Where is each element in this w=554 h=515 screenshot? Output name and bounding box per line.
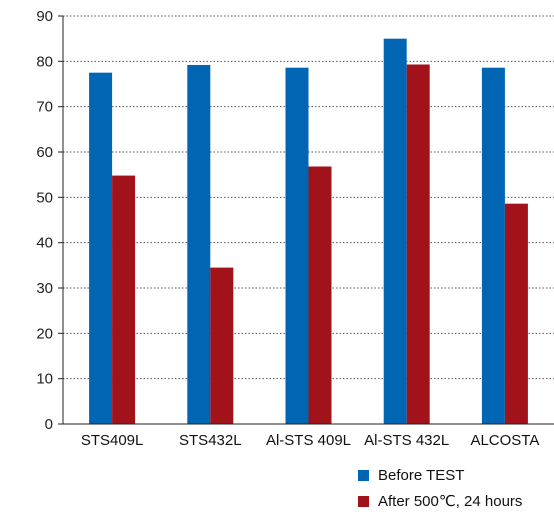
y-tick-label-10: 10 bbox=[36, 371, 53, 388]
axes bbox=[62, 16, 554, 425]
x-category-label-4: ALCOSTA bbox=[470, 432, 539, 449]
y-tick-label-40: 40 bbox=[36, 235, 53, 252]
bar-before-2 bbox=[285, 67, 309, 425]
y-tick-label-80: 80 bbox=[36, 53, 53, 70]
legend-label-after: After 500℃, 24 hours bbox=[378, 493, 523, 510]
bar-after-0 bbox=[112, 175, 136, 424]
y-tick-label-30: 30 bbox=[36, 280, 53, 297]
y-tick-label-60: 60 bbox=[36, 144, 53, 161]
x-category-label-1: STS432L bbox=[179, 432, 242, 449]
y-axis-ticks: 0 10 20 30 40 50 60 70 80 90 bbox=[36, 8, 63, 433]
bar-after-3 bbox=[406, 64, 430, 425]
x-category-label-0: STS409L bbox=[81, 432, 144, 449]
legend-label-before: Before TEST bbox=[378, 466, 465, 484]
y-tick-label-70: 70 bbox=[36, 99, 53, 116]
x-category-label-2: Al-STS 409L bbox=[266, 432, 351, 449]
y-tick-label-0: 0 bbox=[45, 416, 53, 433]
y-tick-label-50: 50 bbox=[36, 189, 53, 206]
bar-after-1 bbox=[210, 267, 234, 424]
bar-after-4 bbox=[504, 203, 528, 424]
y-tick-label-20: 20 bbox=[36, 325, 53, 342]
bar-before-0 bbox=[89, 72, 113, 425]
bars bbox=[89, 38, 528, 425]
bar-before-4 bbox=[481, 67, 505, 425]
legend-item-after: After 500℃, 24 hours bbox=[358, 488, 522, 514]
bar-before-1 bbox=[187, 64, 211, 425]
x-axis-categories: STS409L STS432L Al-STS 409L Al-STS 432L ALCO… bbox=[81, 432, 540, 449]
legend-item-before: Before TEST bbox=[358, 462, 522, 488]
x-category-label-3: Al-STS 432L bbox=[364, 432, 449, 449]
legend-swatch-before bbox=[358, 469, 369, 481]
legend: Before TEST After 500℃, 24 hours bbox=[358, 462, 522, 514]
bar-after-2 bbox=[308, 166, 332, 425]
y-tick-label-90: 90 bbox=[36, 8, 53, 25]
legend-swatch-after bbox=[358, 495, 369, 507]
bar-before-3 bbox=[383, 38, 407, 425]
